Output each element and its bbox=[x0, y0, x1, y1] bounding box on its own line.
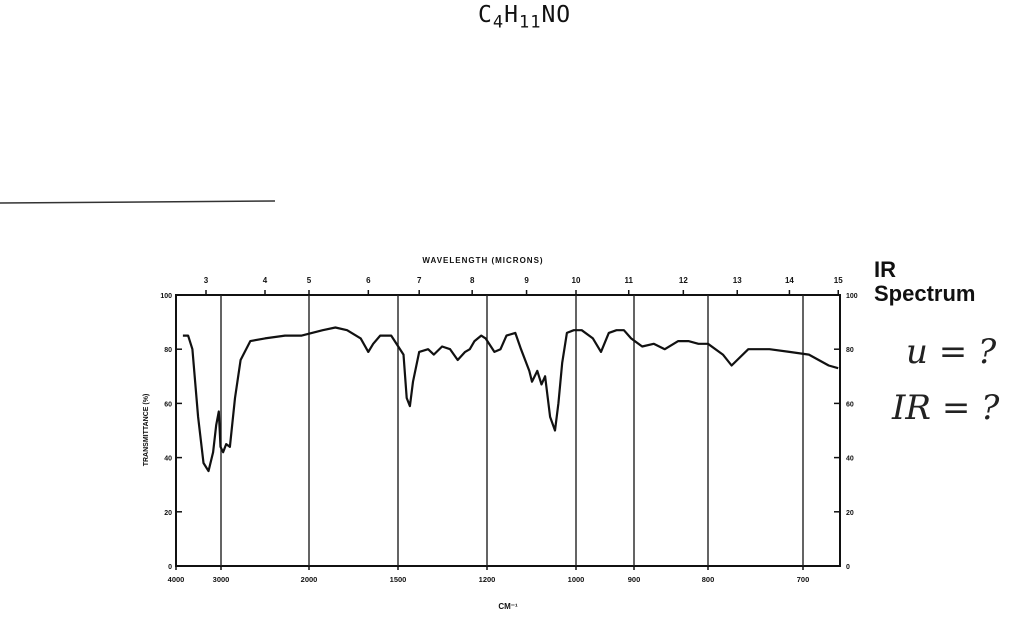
bottom-axis-title: CM⁻¹ bbox=[498, 602, 518, 611]
spectrum-label-line1: IR bbox=[874, 257, 896, 282]
y-tick-label-left: 100 bbox=[160, 293, 172, 300]
top-tick-label: 11 bbox=[624, 276, 633, 285]
y-tick-label-left: 80 bbox=[164, 347, 172, 354]
axis-ticks: 0 0 20 20 40 40 60 60 80 80 100 100 3 4 5 6 7 8 9 10 11 12 13 1… bbox=[160, 276, 857, 584]
y-tick-label-right: 100 bbox=[846, 293, 858, 300]
top-tick-label: 12 bbox=[679, 276, 688, 285]
y-tick-label-left: 0 bbox=[168, 564, 172, 571]
top-tick-label: 10 bbox=[572, 276, 581, 285]
bottom-tick-label: 3000 bbox=[213, 575, 230, 584]
bottom-tick-label: 1200 bbox=[479, 575, 496, 584]
top-tick-label: 9 bbox=[524, 276, 529, 285]
y-tick-label-right: 0 bbox=[846, 564, 850, 571]
handwritten-unsaturation-question: u = ? bbox=[906, 332, 997, 372]
spectrum-label: IR Spectrum bbox=[874, 258, 975, 306]
molecular-formula: C4H11NO bbox=[478, 2, 572, 33]
top-tick-label: 13 bbox=[733, 276, 742, 285]
top-tick-label: 6 bbox=[366, 276, 371, 285]
handwritten-ir-question: IR = ? bbox=[892, 388, 1000, 428]
spectrum-label-line2: Spectrum bbox=[874, 281, 976, 306]
top-tick-label: 14 bbox=[785, 276, 794, 285]
bottom-tick-label: 1000 bbox=[568, 575, 585, 584]
y-tick-label-left: 40 bbox=[164, 456, 172, 463]
bottom-tick-label: 700 bbox=[797, 575, 810, 584]
y-tick-label-left: 60 bbox=[164, 401, 172, 408]
spectrum-series-line bbox=[182, 326, 839, 473]
top-tick-label: 15 bbox=[834, 276, 843, 285]
grid-lines bbox=[220, 295, 804, 566]
y-tick-label-right: 40 bbox=[846, 456, 854, 463]
plot-border bbox=[175, 294, 841, 567]
y-tick-label-left: 20 bbox=[164, 510, 172, 517]
bottom-tick-label: 800 bbox=[702, 575, 715, 584]
top-axis-title: WAVELENGTH (MICRONS) bbox=[422, 256, 543, 265]
bottom-tick-label: 2000 bbox=[301, 575, 318, 584]
y-tick-label-right: 20 bbox=[846, 510, 854, 517]
y-axis-title: TRANSMITTANCE (%) bbox=[143, 394, 150, 467]
top-tick-label: 7 bbox=[417, 276, 422, 285]
plot-frame bbox=[175, 294, 841, 567]
bottom-tick-label: 1500 bbox=[390, 575, 407, 584]
top-tick-label: 4 bbox=[263, 276, 268, 285]
top-tick-label: 8 bbox=[470, 276, 475, 285]
top-tick-label: 3 bbox=[204, 276, 209, 285]
y-tick-label-right: 80 bbox=[846, 347, 854, 354]
page-rule-line bbox=[0, 200, 276, 204]
top-tick-label: 5 bbox=[307, 276, 312, 285]
y-tick-label-right: 60 bbox=[846, 401, 854, 408]
bottom-tick-label: 4000 bbox=[168, 575, 185, 584]
bottom-tick-label: 900 bbox=[628, 575, 641, 584]
